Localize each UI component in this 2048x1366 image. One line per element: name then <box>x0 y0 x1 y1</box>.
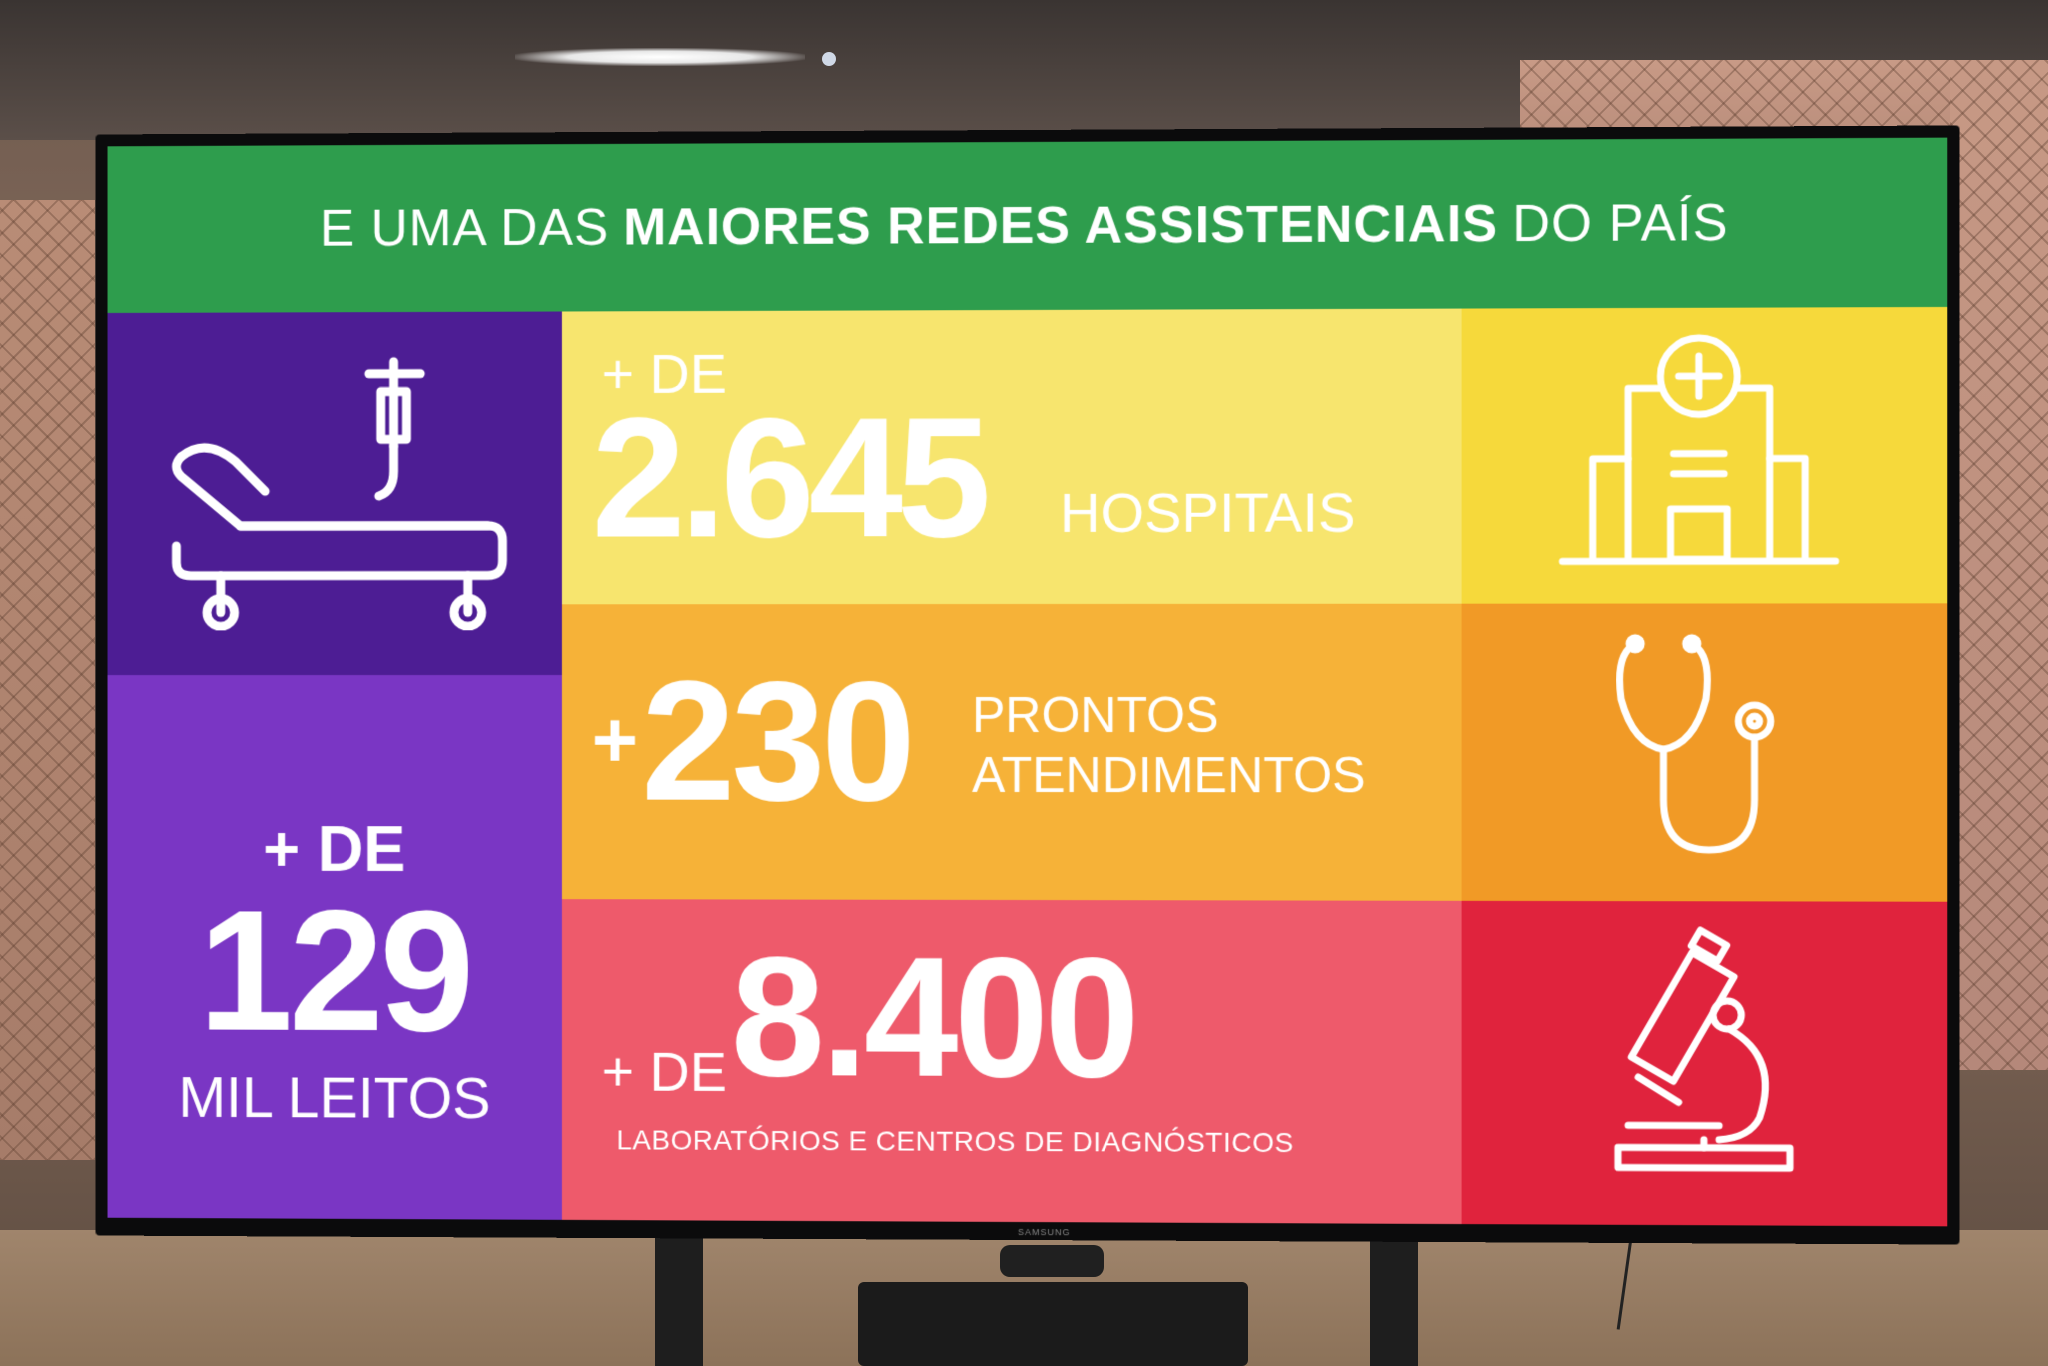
webcam <box>1000 1245 1104 1277</box>
laboratorios-panel: + DE 8.400 LABORATÓRIOS E CENTROS DE DIA… <box>561 899 1462 1225</box>
tv-brand-logo: SAMSUNG <box>1018 1226 1071 1238</box>
tv-screen: E UMA DAS MAIORES REDES ASSISTENCIAIS DO… <box>107 137 1948 1227</box>
television: E UMA DAS MAIORES REDES ASSISTENCIAIS DO… <box>95 125 1960 1245</box>
leitos-suffix: MIL LEITOS <box>178 1065 491 1131</box>
headline-banner: E UMA DAS MAIORES REDES ASSISTENCIAIS DO… <box>107 137 1948 313</box>
hospital-building-icon <box>1557 327 1840 589</box>
leitos-number: 129 <box>198 875 471 1068</box>
hospitais-panel: + DE 2.645 HOSPITAIS <box>561 308 1462 605</box>
laboratorios-number: 8.400 <box>730 922 1136 1114</box>
window-left <box>0 200 95 1160</box>
ceiling-sensor <box>822 52 836 66</box>
ceiling-light <box>515 48 805 66</box>
laboratorios-prefix: + DE <box>601 1039 727 1103</box>
stethoscope-icon <box>1613 629 1795 881</box>
headline-bold: MAIORES REDES ASSISTENCIAIS <box>623 194 1499 257</box>
prontos-line1: PRONTOS <box>972 686 1219 744</box>
tv-stand-left-leg <box>655 1220 703 1366</box>
microscope-icon-panel <box>1461 900 1948 1227</box>
hospitais-number: 2.645 <box>591 383 986 574</box>
hospitais-suffix: HOSPITAIS <box>1060 480 1356 544</box>
prontos-number: 230 <box>641 647 912 837</box>
equipment-box <box>858 1282 1248 1366</box>
bed-icon-panel <box>107 311 562 676</box>
laboratorios-caption: LABORATÓRIOS E CENTROS DE DIAGNÓSTICOS <box>616 1124 1294 1159</box>
tv-stand-right-leg <box>1370 1220 1418 1366</box>
prontos-panel: + 230 PRONTOS ATENDIMENTOS <box>561 603 1462 901</box>
headline-pre: E UMA DAS <box>320 198 610 258</box>
hospital-icon-panel <box>1461 306 1948 604</box>
microscope-icon <box>1608 926 1810 1188</box>
hospital-bed-icon <box>162 351 518 630</box>
stethoscope-icon-panel <box>1461 603 1948 902</box>
leitos-panel: + DE 129 MIL LEITOS <box>107 675 562 1220</box>
window-right <box>1945 60 2048 1070</box>
headline-post: DO PAÍS <box>1512 193 1729 254</box>
prontos-line2: ATENDIMENTOS <box>972 746 1366 804</box>
prontos-plus: + <box>591 694 639 784</box>
